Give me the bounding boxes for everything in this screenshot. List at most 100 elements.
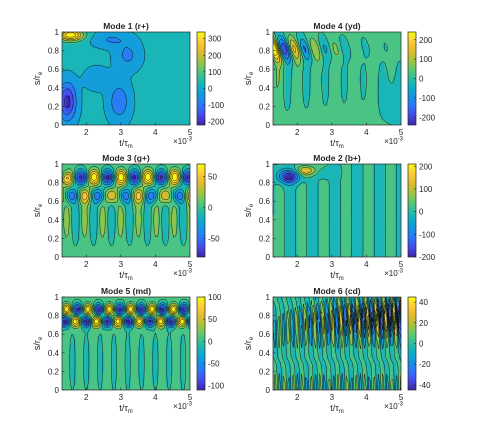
y-tick-label: 0.6 xyxy=(259,197,271,206)
y-tick-label: 0.2 xyxy=(259,367,271,376)
colorbar xyxy=(197,164,205,257)
y-tick-label: 0.8 xyxy=(259,179,271,188)
y-axis-label: s/re xyxy=(243,71,255,85)
colorbar-tick-label: 100 xyxy=(208,68,222,77)
colorbar xyxy=(408,297,416,390)
contour-level xyxy=(272,38,299,64)
contour-level xyxy=(68,170,191,201)
contour-level xyxy=(61,31,146,126)
contour-level xyxy=(61,166,191,238)
contour-level xyxy=(65,164,191,247)
heatmap-field xyxy=(62,297,190,390)
colorbar-frame xyxy=(196,31,206,126)
x-exponent-label: ×10-3 xyxy=(384,402,404,412)
y-tick-label: 0.8 xyxy=(259,47,271,56)
y-tick-label: 0 xyxy=(266,253,271,262)
y-tick-label: 0 xyxy=(266,121,271,130)
chart-title: Mode 3 (g+) xyxy=(102,153,150,163)
y-tick-label: 1 xyxy=(266,28,271,37)
contour-level xyxy=(297,165,316,176)
contour-level xyxy=(277,34,327,65)
contour-level xyxy=(64,95,71,108)
y-tick-label: 0.6 xyxy=(259,330,271,339)
colorbar-tick-label: 200 xyxy=(208,51,222,60)
colorbar-tick-label: 100 xyxy=(208,293,222,302)
colorbar-tick-label: -100 xyxy=(208,101,225,110)
y-axis-label: s/re xyxy=(32,336,44,350)
x-tick-label: 5 xyxy=(188,260,193,269)
colorbar xyxy=(408,32,416,125)
contour-level xyxy=(272,296,402,391)
colorbar-tick-label: 20 xyxy=(419,319,428,328)
contour-lines xyxy=(272,163,397,257)
contour-level xyxy=(61,302,191,329)
x-tick-label: 2 xyxy=(295,260,300,269)
heatmap-field xyxy=(273,32,401,125)
colorbar-tick-label: -200 xyxy=(419,253,436,262)
contour-lines xyxy=(61,31,146,126)
contour-level xyxy=(62,303,187,328)
colorbar-tick-label: 0 xyxy=(208,84,213,93)
contour-lines xyxy=(61,164,191,247)
x-tick-label: 3 xyxy=(330,260,335,269)
colorbar-tick-label: 0 xyxy=(419,340,424,349)
contour-level xyxy=(349,303,397,332)
colorbar-tick-label: 0 xyxy=(419,75,424,84)
chart-title: Mode 4 (yd) xyxy=(313,21,360,31)
colorbar-tick-label: -50 xyxy=(208,359,220,368)
chart-title: Mode 6 (cd) xyxy=(313,286,360,296)
colorbar-tick-label: 0 xyxy=(208,203,213,212)
y-tick-label: 0.6 xyxy=(48,197,60,206)
contour-lines xyxy=(61,299,191,391)
y-tick-label: 0 xyxy=(55,253,60,262)
contour-level xyxy=(280,43,287,55)
y-tick-label: 1 xyxy=(55,28,60,37)
x-exponent-label: ×10-3 xyxy=(384,137,404,147)
colorbar-tick-label: -100 xyxy=(419,94,436,103)
chart-title: Mode 2 (b+) xyxy=(313,153,361,163)
x-tick-label: 4 xyxy=(153,260,158,269)
x-axis-label: t/τm xyxy=(119,403,133,415)
x-tick-label: 3 xyxy=(119,393,124,402)
contour-level xyxy=(61,31,88,44)
colorbar-tick-label: 0 xyxy=(419,208,424,217)
contour-level xyxy=(274,31,402,126)
chart-title: Mode 1 (r+) xyxy=(103,21,149,31)
contour-level xyxy=(61,37,134,122)
contour-level xyxy=(275,167,301,186)
y-tick-label: 0.2 xyxy=(48,102,60,111)
contour-level xyxy=(283,173,294,180)
x-tick-label: 2 xyxy=(84,128,89,137)
colorbar-tick-label: -200 xyxy=(208,118,225,127)
x-tick-label: 3 xyxy=(119,128,124,137)
y-tick-label: 0.4 xyxy=(259,84,271,93)
y-tick-label: 0.8 xyxy=(48,47,60,56)
x-axis-label: t/τm xyxy=(119,138,133,150)
contour-level xyxy=(372,309,400,326)
axes-frame xyxy=(61,163,191,258)
contour-level xyxy=(62,307,186,324)
y-tick-label: 0.4 xyxy=(259,349,271,358)
colorbar-tick-label: 200 xyxy=(419,36,433,45)
contour-level xyxy=(281,171,296,182)
x-tick-label: 5 xyxy=(188,393,193,402)
contour-level xyxy=(61,88,74,115)
y-tick-label: 0 xyxy=(55,386,60,395)
y-tick-label: 0.2 xyxy=(48,234,60,243)
colorbar-frame xyxy=(196,296,206,391)
contour-level xyxy=(274,296,402,391)
colorbar-tick-label: 0 xyxy=(208,337,213,346)
contour-level xyxy=(376,310,396,326)
contour-level xyxy=(300,167,312,174)
y-tick-label: 0.4 xyxy=(48,349,60,358)
subplot-2: 2 3 4 5 0 0.2 0.4 0.6 0.8 1 Mode 4 (yd) ×10-3 -200 -1… xyxy=(259,21,436,146)
y-tick-label: 0.4 xyxy=(48,216,60,225)
contour-level xyxy=(62,304,186,326)
contour-level xyxy=(77,172,191,182)
contour-level xyxy=(61,303,191,327)
x-exponent-label: ×10-3 xyxy=(173,402,193,412)
contour-level xyxy=(301,296,402,340)
colorbar-tick-label: -100 xyxy=(208,382,225,391)
